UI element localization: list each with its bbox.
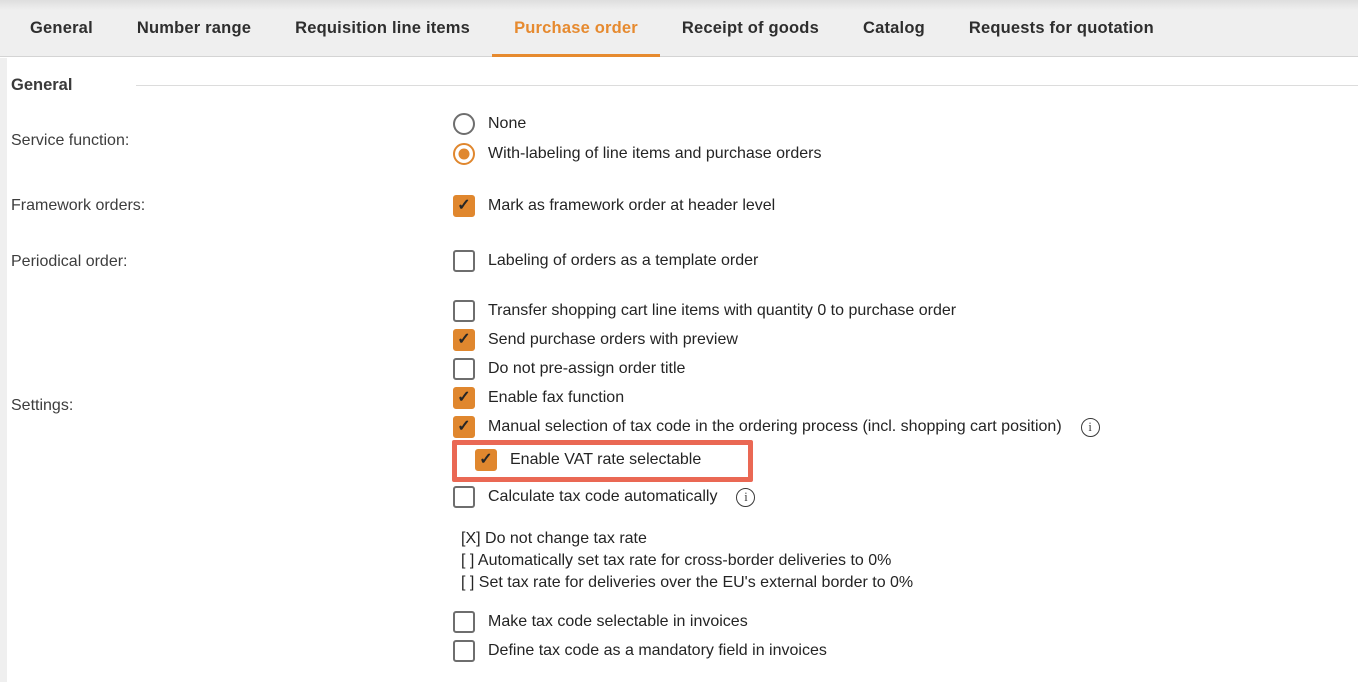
checkbox-label-enable-fax[interactable]: Enable fax function: [488, 389, 625, 406]
tab-bar: General Number range Requisition line it…: [0, 0, 1358, 57]
tab-purchase-order[interactable]: Purchase order: [492, 0, 660, 57]
radio-label-with-labeling[interactable]: With-labeling of line items and purchase…: [488, 145, 822, 162]
radio-icon-none[interactable]: [453, 113, 475, 135]
tax-rule-line: [ ] Automatically set tax rate for cross…: [461, 552, 892, 569]
left-gutter: [0, 58, 7, 682]
checkbox-icon-tax-mandatory-invoices[interactable]: [453, 640, 475, 662]
checkbox-row-manual-tax-code[interactable]: Manual selection of tax code in the orde…: [453, 416, 1100, 438]
checkbox-row-enable-vat-rate[interactable]: Enable VAT rate selectable: [475, 449, 701, 471]
section-title: General: [11, 76, 73, 94]
checkbox-icon-send-with-preview[interactable]: [453, 329, 475, 351]
checkbox-row-tax-selectable-invoices[interactable]: Make tax code selectable in invoices: [453, 611, 748, 633]
checkbox-row-framework-order[interactable]: Mark as framework order at header level: [453, 195, 775, 217]
checkbox-icon-enable-vat-rate[interactable]: [475, 449, 497, 471]
tab-number-range[interactable]: Number range: [136, 18, 252, 37]
checkbox-row-template-order[interactable]: Labeling of orders as a template order: [453, 250, 758, 272]
section-divider: [136, 85, 1358, 86]
checkbox-icon-framework-order[interactable]: [453, 195, 475, 217]
tab-catalog[interactable]: Catalog: [862, 18, 925, 37]
checkbox-label-template-order[interactable]: Labeling of orders as a template order: [488, 252, 759, 269]
tab-requisition-line-items[interactable]: Requisition line items: [295, 18, 471, 37]
service-function-label: Service function:: [11, 132, 130, 149]
settings-label: Settings:: [11, 397, 74, 414]
tab-general[interactable]: General: [30, 18, 93, 37]
framework-orders-label: Framework orders:: [11, 197, 146, 214]
periodical-order-label: Periodical order:: [11, 253, 128, 270]
checkbox-icon-manual-tax-code[interactable]: [453, 416, 475, 438]
checkbox-label-calculate-tax-auto[interactable]: Calculate tax code automatically: [488, 488, 718, 505]
info-icon[interactable]: i: [736, 487, 756, 507]
checkbox-label-tax-mandatory-invoices[interactable]: Define tax code as a mandatory field in …: [488, 642, 827, 659]
checkbox-label-tax-selectable-invoices[interactable]: Make tax code selectable in invoices: [488, 613, 748, 630]
checkbox-row-calculate-tax-auto[interactable]: Calculate tax code automatically i: [453, 486, 756, 508]
checkbox-icon-enable-fax[interactable]: [453, 387, 475, 409]
checkbox-row-send-with-preview[interactable]: Send purchase orders with preview: [453, 329, 738, 351]
checkbox-label-send-with-preview[interactable]: Send purchase orders with preview: [488, 331, 738, 348]
checkbox-row-no-preassign-title[interactable]: Do not pre-assign order title: [453, 358, 685, 380]
checkbox-row-enable-fax[interactable]: Enable fax function: [453, 387, 624, 409]
checkbox-label-framework-order[interactable]: Mark as framework order at header level: [488, 197, 776, 214]
radio-option-none[interactable]: None: [453, 113, 526, 135]
checkbox-label-no-preassign-title[interactable]: Do not pre-assign order title: [488, 360, 686, 377]
tax-rule-line: [X] Do not change tax rate: [461, 530, 647, 547]
checkbox-row-tax-mandatory-invoices[interactable]: Define tax code as a mandatory field in …: [453, 640, 827, 662]
radio-icon-with-labeling[interactable]: [453, 143, 475, 165]
tax-rate-rules-text: [X] Do not change tax rate [ ] Automatic…: [461, 528, 913, 594]
tab-receipt-of-goods[interactable]: Receipt of goods: [681, 18, 819, 37]
tab-requests-for-quotation[interactable]: Requests for quotation: [968, 18, 1154, 37]
checkbox-icon-template-order[interactable]: [453, 250, 475, 272]
checkbox-icon-transfer-quantity-0[interactable]: [453, 300, 475, 322]
checkbox-label-manual-tax-code[interactable]: Manual selection of tax code in the orde…: [488, 418, 1062, 435]
checkbox-icon-no-preassign-title[interactable]: [453, 358, 475, 380]
checkbox-icon-tax-selectable-invoices[interactable]: [453, 611, 475, 633]
radio-label-none[interactable]: None: [488, 115, 527, 132]
checkbox-label-enable-vat-rate[interactable]: Enable VAT rate selectable: [510, 451, 702, 468]
radio-option-with-labeling[interactable]: With-labeling of line items and purchase…: [453, 143, 822, 165]
info-icon[interactable]: i: [1080, 417, 1100, 437]
tax-rule-line: [ ] Set tax rate for deliveries over the…: [461, 574, 914, 591]
checkbox-icon-calculate-tax-auto[interactable]: [453, 486, 475, 508]
checkbox-row-transfer-quantity-0[interactable]: Transfer shopping cart line items with q…: [453, 300, 956, 322]
checkbox-label-transfer-quantity-0[interactable]: Transfer shopping cart line items with q…: [488, 302, 957, 319]
